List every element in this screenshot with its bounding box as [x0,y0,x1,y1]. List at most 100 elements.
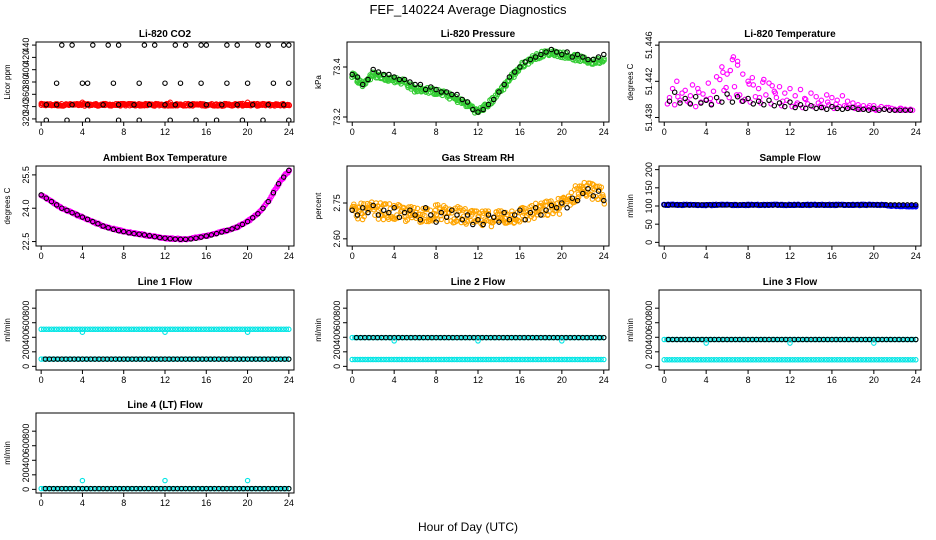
data-point [829,94,835,101]
data-point [169,326,176,333]
data-point [747,357,754,363]
data-point [876,107,882,113]
data-point [758,357,764,363]
data-point [224,80,230,86]
data-point [203,102,210,108]
data-point [761,76,767,83]
data-point [38,326,44,333]
data-point [671,357,678,363]
data-point [391,205,397,211]
data-point [490,214,497,221]
data-point [198,326,204,333]
data-point [383,356,390,363]
data-point [193,356,199,362]
data-point [149,326,155,333]
x-tick-label: 20 [243,127,253,137]
data-point [590,56,597,63]
y-axis-label: ml/min [626,318,635,342]
data-point [422,205,429,211]
data-point [574,197,581,204]
x-tick-label: 16 [515,127,525,137]
data-point [498,356,505,363]
data-point [239,326,246,333]
data-point [69,209,75,216]
data-point [792,357,798,363]
data-point [386,209,392,216]
data-point [219,229,225,235]
y-axis-label: percent [314,192,323,219]
data-point [162,329,168,335]
y-tick-label: 320 [21,111,31,126]
x-tick-label: 16 [201,127,211,137]
data-point [221,326,228,333]
data-point [829,103,835,110]
data-point [899,357,906,363]
x-tick-label: 24 [911,251,921,261]
data-point [723,84,729,91]
data-point [79,329,86,335]
y-tick-label: 0 [644,240,654,245]
data-point [506,216,513,223]
data-point [687,357,694,363]
data-point [559,51,565,58]
x-tick-label: 12 [785,127,795,137]
x-tick-label: 12 [785,375,795,385]
data-point [488,356,494,363]
data-point [380,216,387,223]
plot-frame [35,412,295,494]
data-point [787,85,793,92]
data-point [275,356,282,362]
data-point [115,326,122,333]
data-point [353,213,360,219]
data-point [46,326,52,333]
x-tick-label: 20 [243,251,253,261]
data-point [392,216,398,222]
data-point [401,209,408,216]
data-point [43,102,50,108]
data-point [361,213,367,220]
data-point [464,334,471,341]
data-point [745,78,751,85]
data-point [501,81,507,88]
data-point [188,102,194,108]
data-point [742,357,749,363]
data-point [141,232,148,238]
data-point [412,212,418,218]
y-tick-label: 800 [644,301,654,316]
data-point [51,326,57,333]
data-point [556,205,563,211]
data-point [84,102,91,108]
data-point [458,219,465,226]
data-point [598,184,605,190]
data-point [208,232,215,238]
data-point [430,356,437,363]
data-point [449,356,455,363]
y-tick-label: 600 [21,315,31,330]
data-point [255,211,261,217]
data-point [679,357,686,363]
data-point [679,90,685,96]
data-point [755,336,762,343]
data-point [569,334,576,341]
data-point [802,105,809,112]
x-tick-label: 0 [350,251,355,261]
series-sample-flow-avg [661,202,919,208]
data-point [708,357,715,363]
y-axis-label: ml/min [3,441,12,465]
data-point [580,190,586,197]
data-point [909,107,916,113]
data-point [464,218,471,225]
data-point [408,204,414,210]
data-point [380,356,387,363]
y-tick-label: 400 [21,453,31,468]
data-point [249,215,256,221]
series-line-3-low-cyan [661,357,919,363]
data-point [475,109,481,115]
x-tick-label: 20 [557,251,567,261]
data-point [483,356,489,363]
data-point [182,236,189,243]
data-point [711,357,717,363]
data-point [734,336,741,343]
data-point [231,326,238,333]
data-point [120,326,127,333]
